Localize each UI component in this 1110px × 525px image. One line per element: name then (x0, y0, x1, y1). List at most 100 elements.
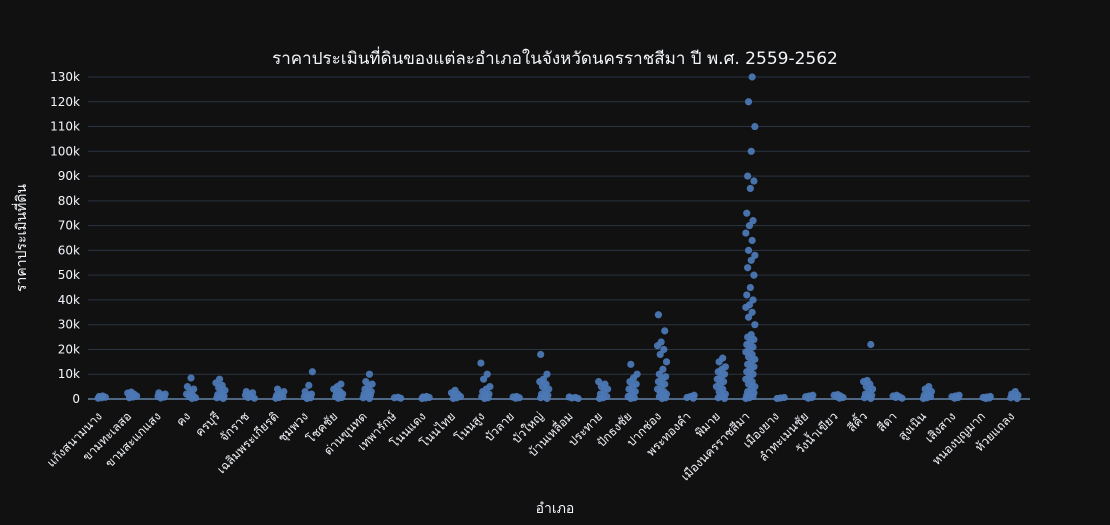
data-point (745, 222, 754, 230)
data-point (422, 392, 431, 401)
data-point (744, 313, 753, 321)
data-point (748, 236, 756, 245)
data-point (565, 393, 573, 401)
y-tick-label: 130k (50, 70, 80, 84)
data-point (627, 360, 635, 368)
data-point (368, 380, 376, 388)
y-tick-label: 20k (58, 342, 80, 356)
data-point (480, 375, 488, 383)
data-point (751, 122, 759, 131)
data-point (308, 368, 316, 376)
data-point (749, 296, 757, 304)
data-point (190, 385, 198, 393)
data-point (242, 387, 250, 396)
data-point (155, 389, 163, 397)
data-point (986, 392, 994, 401)
data-point (601, 380, 609, 388)
data-point (742, 229, 750, 237)
data-point (483, 370, 491, 378)
data-point (451, 386, 459, 394)
data-point (744, 172, 752, 180)
data-point (660, 345, 668, 354)
data-point (280, 387, 288, 396)
data-point (747, 331, 755, 339)
data-point (745, 301, 754, 309)
data-point (746, 283, 754, 292)
data-point (743, 291, 751, 299)
data-point (744, 264, 752, 272)
data-point (539, 375, 547, 383)
data-point (834, 390, 842, 399)
data-point (751, 251, 759, 259)
data-point (662, 358, 671, 366)
data-point (661, 327, 669, 335)
data-point (215, 375, 224, 383)
y-tick-label: 110k (50, 120, 80, 134)
y-tick-labels: 0 10k 20k 30k 40k 50k 60k 70k 80k 90k 100k 110k 120k… (50, 70, 80, 406)
data-point (486, 383, 494, 391)
data-point (187, 374, 195, 382)
data-point (161, 390, 169, 398)
data-points (94, 73, 1022, 403)
y-tick-label: 70k (58, 219, 80, 233)
data-point (183, 383, 192, 391)
data-point (633, 370, 641, 378)
x-tick-label: สีคิ้ว (843, 408, 870, 435)
data-point (925, 383, 933, 391)
x-tick-label: ชุมพวง (275, 409, 311, 445)
data-point (1011, 387, 1019, 396)
data-point (513, 392, 521, 401)
data-point (750, 177, 758, 185)
data-point (365, 370, 374, 378)
data-point (477, 359, 485, 367)
data-point (537, 350, 545, 359)
data-point (394, 393, 402, 401)
data-point (721, 363, 730, 371)
chart-title: ราคาประเมินที่ดินของแต่ละอำเภอในจังหวัดน… (272, 46, 838, 69)
data-point (744, 246, 753, 254)
y-tick-label: 100k (50, 144, 80, 158)
data-point (743, 209, 751, 217)
data-point (955, 391, 963, 399)
data-point (749, 217, 757, 225)
data-point (301, 387, 309, 396)
data-point (690, 391, 698, 399)
x-tick-label: โนนสูง (452, 409, 488, 445)
data-point (543, 370, 551, 378)
data-point (632, 380, 640, 388)
data-point (893, 391, 901, 399)
data-point (654, 311, 663, 319)
x-axis-title: อำเภอ (536, 501, 575, 517)
data-point (571, 393, 580, 402)
data-point (307, 390, 316, 398)
data-point (337, 380, 345, 388)
data-point (273, 385, 282, 393)
data-point (747, 147, 755, 155)
data-point (662, 373, 670, 381)
data-point (748, 73, 756, 81)
data-point (218, 381, 226, 389)
x-tick-label: สีดา (874, 409, 899, 434)
data-point (656, 350, 664, 359)
y-tick-label: 60k (58, 243, 80, 257)
data-point (249, 389, 257, 397)
data-point (362, 378, 370, 386)
data-point (809, 391, 817, 399)
y-tick-label: 10k (58, 367, 80, 381)
data-point (127, 388, 135, 396)
y-tick-label: 40k (58, 293, 80, 307)
y-tick-label: 80k (58, 194, 80, 208)
y-tick-label: 50k (58, 268, 80, 282)
y-axis-title: ราคาประเมินที่ดิน (12, 184, 30, 292)
y-tick-label: 90k (58, 169, 80, 183)
y-tick-label: 30k (58, 318, 80, 332)
data-point (99, 392, 107, 400)
data-point (750, 271, 758, 279)
data-point (657, 338, 665, 346)
data-point (305, 381, 313, 389)
data-point (595, 378, 603, 386)
data-point (719, 354, 727, 362)
